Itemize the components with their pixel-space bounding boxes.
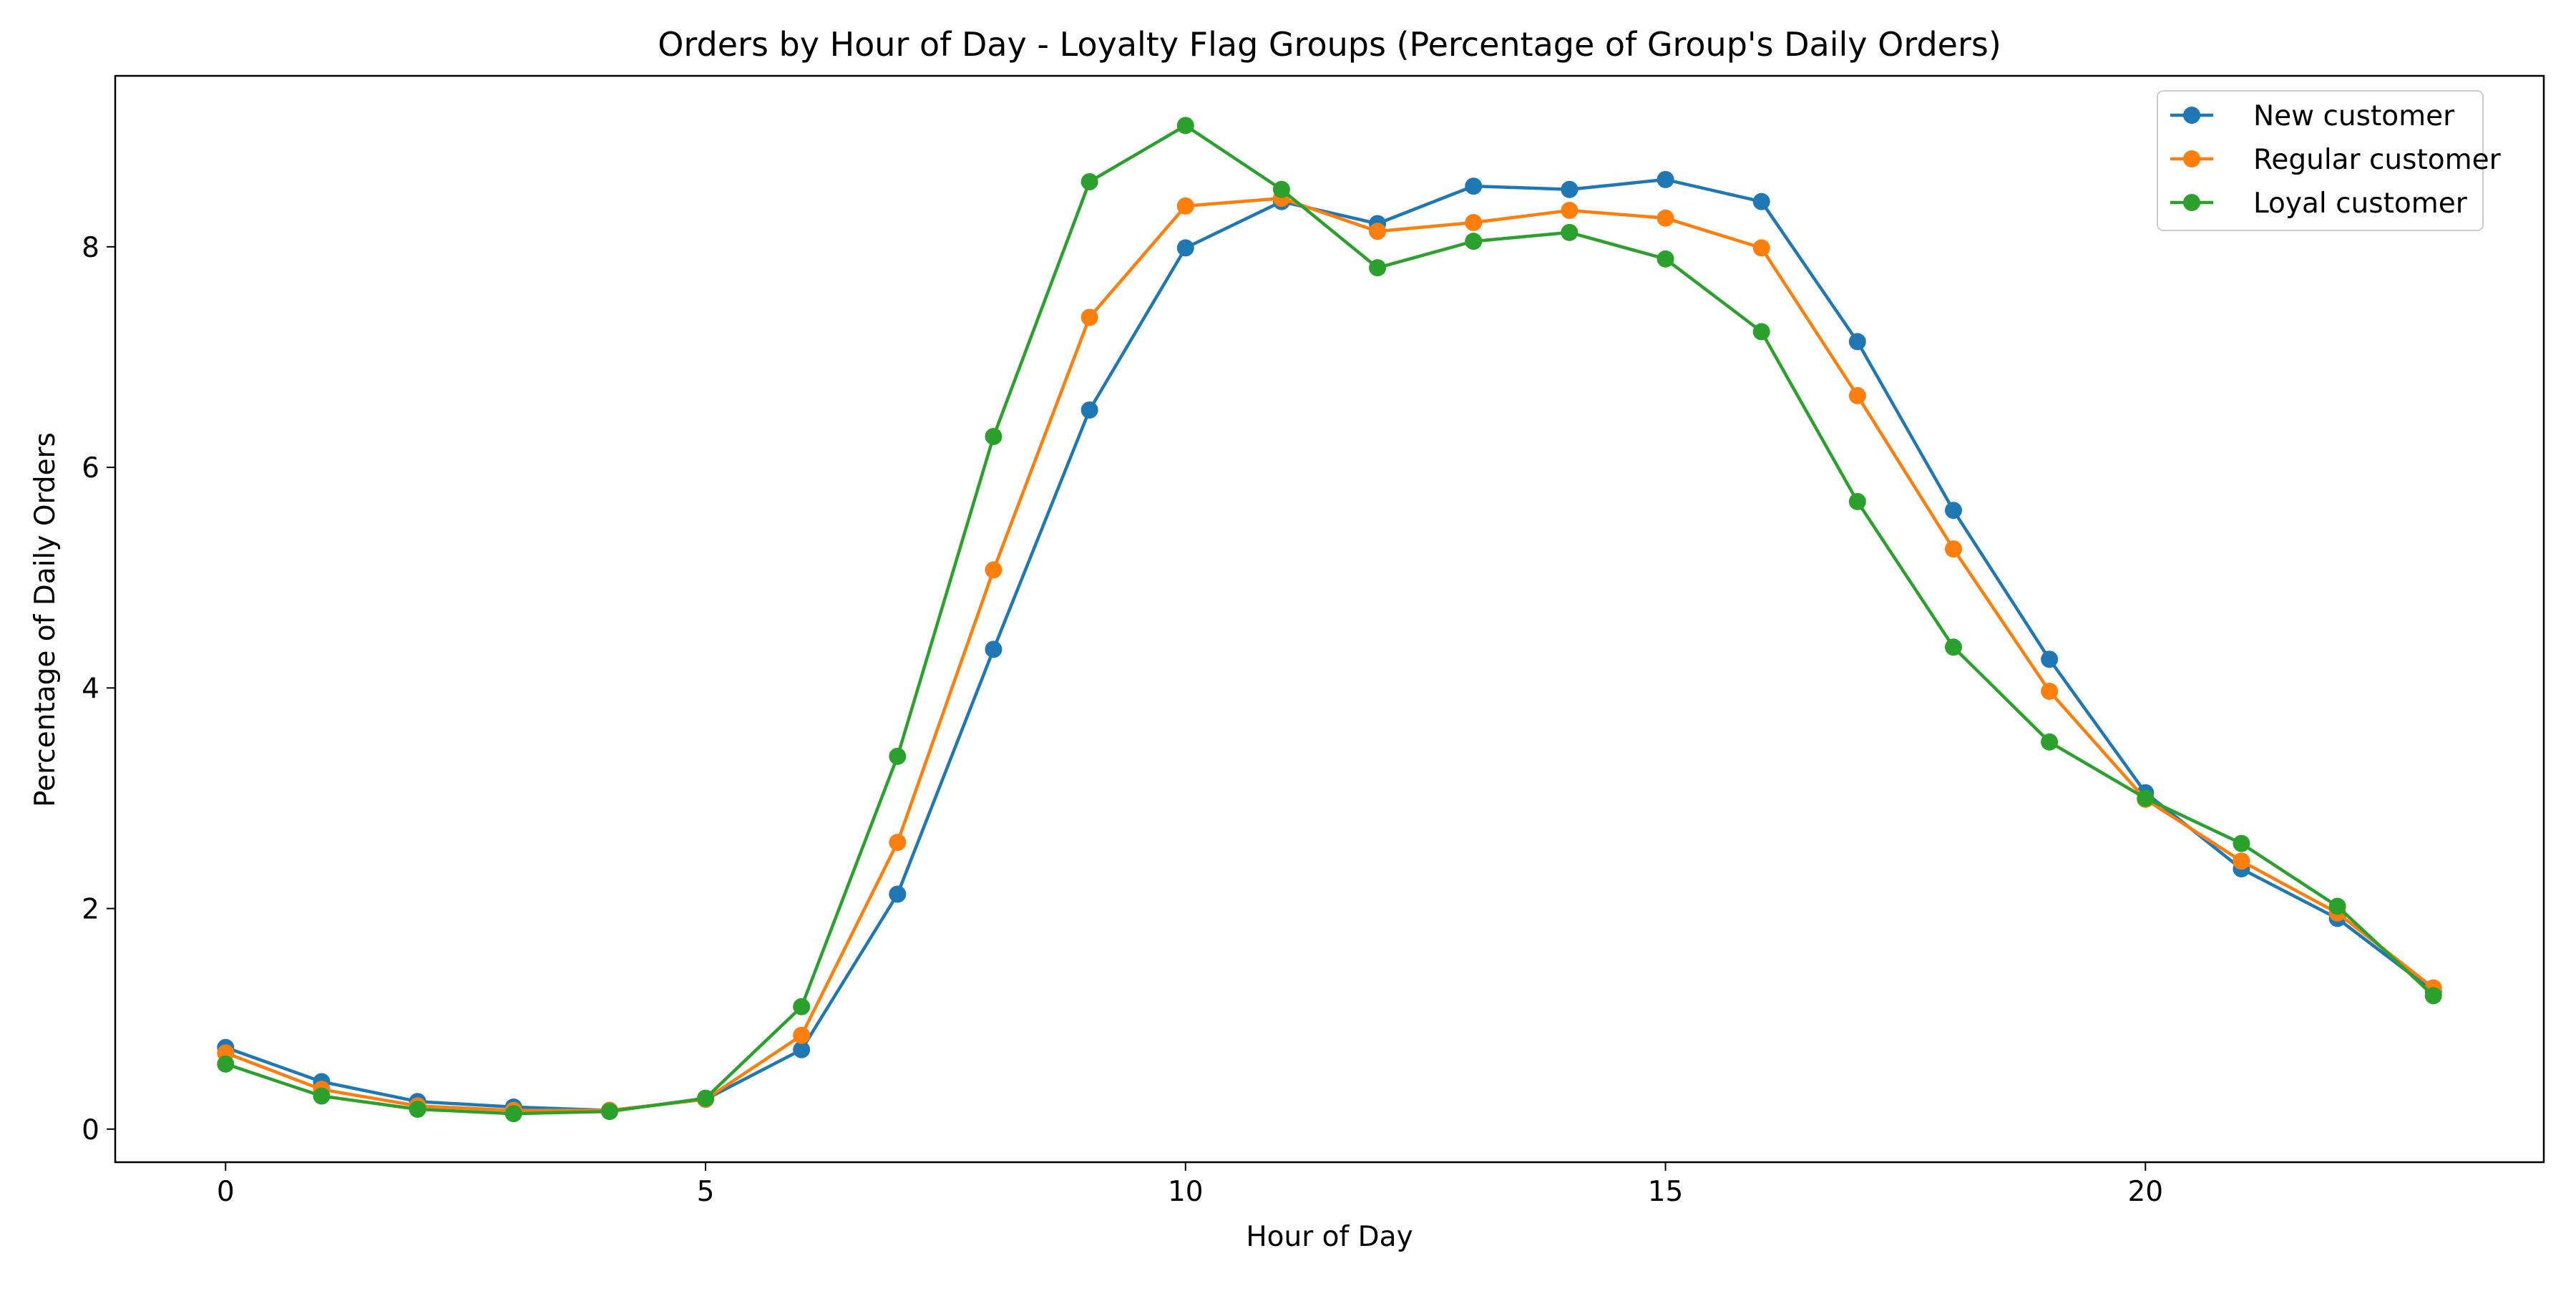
data-point-new-customer <box>889 885 907 903</box>
chart-title: Orders by Hour of Day - Loyalty Flag Gro… <box>658 25 2001 64</box>
data-point-new-customer <box>793 1041 811 1058</box>
x-tick-label: 15 <box>1648 1176 1684 1208</box>
data-point-loyal-customer <box>313 1087 331 1105</box>
data-point-loyal-customer <box>1657 250 1674 268</box>
data-point-new-customer <box>1465 177 1483 195</box>
data-point-loyal-customer <box>1465 233 1483 250</box>
data-point-loyal-customer <box>504 1105 522 1123</box>
legend-item-loyal-customer: Loyal customer <box>2170 187 2468 220</box>
data-point-regular-customer <box>1369 223 1387 240</box>
x-tick-label: 20 <box>2127 1176 2163 1208</box>
data-point-new-customer <box>1657 170 1674 188</box>
legend-box <box>2157 90 2484 231</box>
legend-item-new-customer: New customer <box>2170 100 2455 132</box>
data-point-new-customer <box>1561 180 1579 198</box>
data-point-loyal-customer <box>2424 987 2442 1005</box>
data-point-loyal-customer <box>1369 259 1387 277</box>
series-line-loyal-customer <box>225 124 2435 1116</box>
data-point-regular-customer <box>889 834 907 852</box>
data-point-loyal-customer <box>2233 834 2250 852</box>
data-point-new-customer <box>985 640 1002 658</box>
y-tick-label: 8 <box>82 232 99 264</box>
series-loyal-customer <box>217 117 2442 1123</box>
data-point-loyal-customer <box>409 1101 426 1119</box>
data-point-regular-customer <box>1176 197 1194 215</box>
data-point-new-customer <box>1176 239 1194 257</box>
data-point-loyal-customer <box>2328 897 2346 915</box>
data-point-regular-customer <box>1561 202 1579 220</box>
legend-marker <box>2183 194 2200 211</box>
legend-label: Loyal customer <box>2253 187 2468 220</box>
data-point-loyal-customer <box>1561 223 1579 241</box>
data-point-regular-customer <box>793 1026 811 1044</box>
data-point-loyal-customer <box>1752 323 1770 341</box>
plot-area-frame <box>114 74 2545 1164</box>
legend-label: Regular customer <box>2253 144 2502 176</box>
data-point-new-customer <box>2041 651 2059 668</box>
data-point-new-customer <box>1752 193 1770 210</box>
legend-marker <box>2183 107 2200 124</box>
data-point-loyal-customer <box>889 747 907 765</box>
data-point-regular-customer <box>1657 209 1674 227</box>
data-point-regular-customer <box>2041 682 2059 700</box>
data-point-regular-customer <box>1465 213 1483 231</box>
data-point-regular-customer <box>1848 386 1866 404</box>
y-tick-label: 4 <box>82 673 99 705</box>
data-point-new-customer <box>1080 401 1098 419</box>
data-point-regular-customer <box>2233 852 2250 870</box>
series-lines <box>217 117 2442 1123</box>
data-point-loyal-customer <box>1944 638 1962 656</box>
data-point-loyal-customer <box>697 1089 715 1107</box>
data-point-new-customer <box>1944 502 1962 520</box>
x-axis-label: Hour of Day <box>1246 1221 1413 1253</box>
data-point-loyal-customer <box>985 427 1002 445</box>
data-point-loyal-customer <box>1272 180 1290 198</box>
data-point-regular-customer <box>1752 239 1770 257</box>
data-point-loyal-customer <box>217 1055 235 1073</box>
legend-marker <box>2183 150 2200 167</box>
data-point-regular-customer <box>985 561 1002 579</box>
data-point-loyal-customer <box>2041 733 2059 751</box>
legend-item-regular-customer: Regular customer <box>2170 144 2502 176</box>
axis-ticks: 0 5 10 15 20 0 2 4 6 8 <box>82 232 2163 1208</box>
data-point-loyal-customer <box>1848 492 1866 510</box>
data-point-loyal-customer <box>793 998 811 1015</box>
x-tick-label: 5 <box>697 1176 715 1208</box>
y-tick-label: 0 <box>82 1114 99 1146</box>
y-tick-label: 6 <box>82 452 99 484</box>
legend-label: New customer <box>2253 100 2455 132</box>
y-axis-label: Percentage of Daily Orders <box>29 432 62 807</box>
data-point-new-customer <box>1848 333 1866 351</box>
data-point-regular-customer <box>1944 540 1962 558</box>
data-point-loyal-customer <box>2137 789 2155 807</box>
data-point-loyal-customer <box>1176 117 1194 135</box>
data-point-regular-customer <box>1080 308 1098 326</box>
data-point-loyal-customer <box>600 1103 618 1121</box>
x-tick-label: 10 <box>1168 1176 1204 1208</box>
legend: New customer Regular customer Loyal custom… <box>2157 90 2502 231</box>
y-tick-label: 2 <box>82 894 99 926</box>
x-tick-label: 0 <box>217 1176 235 1208</box>
data-point-loyal-customer <box>1080 172 1098 190</box>
